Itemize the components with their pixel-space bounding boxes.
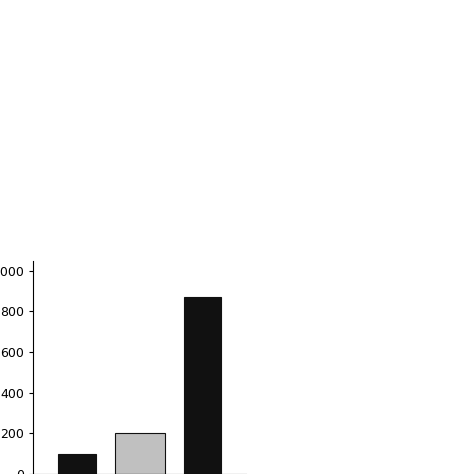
Bar <box>115 433 165 474</box>
Bar <box>184 297 221 474</box>
Bar <box>58 454 96 474</box>
